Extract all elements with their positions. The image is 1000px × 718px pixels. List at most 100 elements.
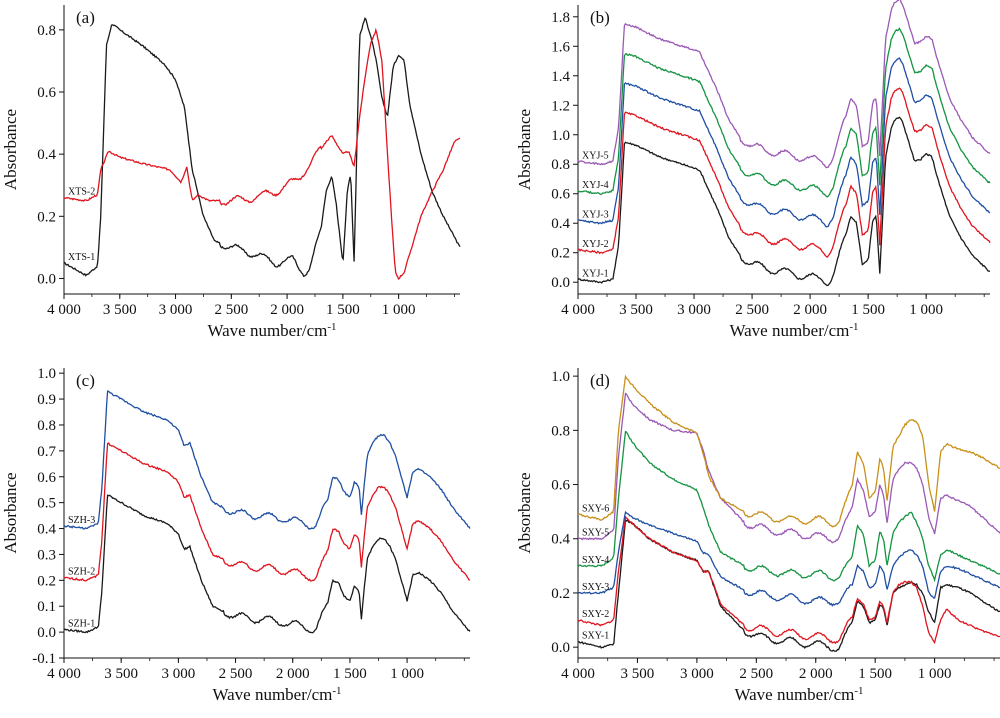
series-label: XYJ-5 xyxy=(582,150,609,161)
series-line-sxy-1 xyxy=(577,518,1000,652)
x-axis-title: Wave number/cm-1 xyxy=(729,321,858,340)
y-tick-label: -0.1 xyxy=(32,651,56,667)
x-tick-label: 1 000 xyxy=(918,666,952,682)
series-label: SZH-3 xyxy=(68,515,95,526)
x-tick-label: 2 000 xyxy=(799,666,833,682)
x-tick-label: 1 500 xyxy=(858,666,892,682)
y-tick-label: 0.8 xyxy=(551,423,570,439)
y-tick-label: 0.5 xyxy=(37,496,56,512)
y-tick-label: 0.8 xyxy=(37,418,56,434)
x-tick-label: 2 000 xyxy=(276,666,310,682)
x-tick-label: 1 000 xyxy=(909,302,943,318)
panel-label: (a) xyxy=(76,8,95,27)
y-tick-label: 0.4 xyxy=(37,147,56,163)
y-tick-label: 0.9 xyxy=(37,392,56,408)
y-tick-label: 0.0 xyxy=(551,640,570,656)
y-tick-label: 0.4 xyxy=(551,532,570,548)
series-label: SXY-2 xyxy=(582,609,609,620)
y-tick-label: 0.4 xyxy=(37,522,56,538)
chart-panel-d: 4 000 3 500 3 000 2 500 2 000 1 500 1 000 0.0 0.… xyxy=(515,368,1000,704)
x-tick-label: 2 500 xyxy=(214,302,248,318)
y-tick-label: 0.8 xyxy=(551,157,570,173)
series-line-szh-2 xyxy=(63,442,471,582)
x-tick-label: 2 500 xyxy=(739,666,773,682)
y-tick-label: 0.0 xyxy=(551,275,570,291)
series-label: SXY-3 xyxy=(582,582,609,593)
x-axis-title-superscript: -1 xyxy=(332,685,341,697)
chart-panel-b: 4 000 3 500 3 000 2 500 2 000 1 500 1 000 0.0 0.… xyxy=(515,0,991,340)
y-tick-label: 0.8 xyxy=(37,23,56,39)
x-tick-label: 4 000 xyxy=(561,302,595,318)
x-tick-label: 1 500 xyxy=(851,302,885,318)
x-tick-label: 3 000 xyxy=(677,302,711,318)
y-tick-label: 1.6 xyxy=(551,39,570,55)
x-tick-label: 4 000 xyxy=(47,302,81,318)
y-tick-label: 1.0 xyxy=(551,128,570,144)
series-label: SXY-1 xyxy=(582,631,609,642)
x-tick-label: 3 000 xyxy=(159,302,193,318)
series-line-xyj-5 xyxy=(577,0,991,169)
x-tick-label: 4 000 xyxy=(561,666,595,682)
y-tick-label: 0.2 xyxy=(37,573,56,589)
x-axis-title: Wave number/cm-1 xyxy=(734,685,863,704)
x-tick-label: 3 000 xyxy=(161,666,195,682)
series-line-sxy-6 xyxy=(577,374,1000,528)
y-tick-label: 0.3 xyxy=(37,547,56,563)
x-axis-title-superscript: -1 xyxy=(327,321,336,333)
y-tick-label: 1.0 xyxy=(551,369,570,385)
x-tick-label: 2 000 xyxy=(793,302,827,318)
y-tick-label: 1.2 xyxy=(551,98,570,114)
series-label: SXY-5 xyxy=(582,528,609,539)
series-label: SXY-4 xyxy=(582,555,609,566)
y-tick-label: 0.0 xyxy=(37,625,56,641)
series-label: XTS-2 xyxy=(68,187,95,198)
y-tick-label: 0.2 xyxy=(37,209,56,225)
series-line-xyj-1 xyxy=(577,116,990,287)
x-tick-label: 3 000 xyxy=(680,666,714,682)
y-axis-title: Absorbance xyxy=(1,109,20,190)
y-axis-title: Absorbance xyxy=(515,109,534,190)
series-label: XYJ-4 xyxy=(582,180,609,191)
panel-label: (c) xyxy=(76,371,95,390)
series-label: SZH-2 xyxy=(68,567,95,578)
series-line-sxy-3 xyxy=(577,510,1000,607)
y-tick-label: 0.6 xyxy=(551,187,570,203)
x-axis-title-superscript: -1 xyxy=(854,685,863,697)
series-line-sxy-2 xyxy=(577,515,1000,645)
x-axis-title: Wave number/cm-1 xyxy=(207,321,336,340)
series-label: SXY-6 xyxy=(582,503,609,514)
x-tick-label: 2 500 xyxy=(735,302,769,318)
y-tick-label: 1.4 xyxy=(551,69,570,85)
series-line-sxy-4 xyxy=(577,430,1000,583)
series-line-szh-1 xyxy=(63,494,471,634)
y-tick-label: 0.2 xyxy=(551,246,570,262)
y-tick-label: 0.0 xyxy=(37,271,56,287)
series-label: XYJ-2 xyxy=(582,239,609,250)
y-tick-label: 1.0 xyxy=(37,366,56,382)
x-tick-label: 1 000 xyxy=(382,302,416,318)
y-tick-label: 0.7 xyxy=(37,444,56,460)
y-axis-title: Absorbance xyxy=(1,472,20,553)
series-label: XYJ-3 xyxy=(582,209,609,220)
series-line-xts-1 xyxy=(63,17,461,278)
x-tick-label: 1 500 xyxy=(326,302,360,318)
series-line-xts-2 xyxy=(64,27,461,281)
x-tick-label: 3 500 xyxy=(104,666,138,682)
x-tick-label: 2 500 xyxy=(219,666,253,682)
x-tick-label: 4 000 xyxy=(47,666,81,682)
series-label: XTS-1 xyxy=(68,252,95,263)
y-tick-label: 0.1 xyxy=(37,599,56,615)
panel-label: (d) xyxy=(590,371,610,390)
x-tick-label: 1 500 xyxy=(333,666,367,682)
panel-label: (b) xyxy=(590,8,610,27)
series-line-szh-3 xyxy=(63,390,471,530)
series-label: XYJ-1 xyxy=(582,268,609,279)
x-tick-label: 3 500 xyxy=(621,666,655,682)
series-line-xyj-4 xyxy=(577,27,991,198)
x-tick-label: 1 000 xyxy=(390,666,424,682)
y-tick-label: 0.2 xyxy=(551,586,570,602)
y-tick-label: 0.6 xyxy=(551,478,570,494)
y-tick-label: 1.8 xyxy=(551,10,570,26)
chart-panel-c: 4 000 3 500 3 000 2 500 2 000 1 500 1 000 -0.1 0… xyxy=(1,366,471,704)
